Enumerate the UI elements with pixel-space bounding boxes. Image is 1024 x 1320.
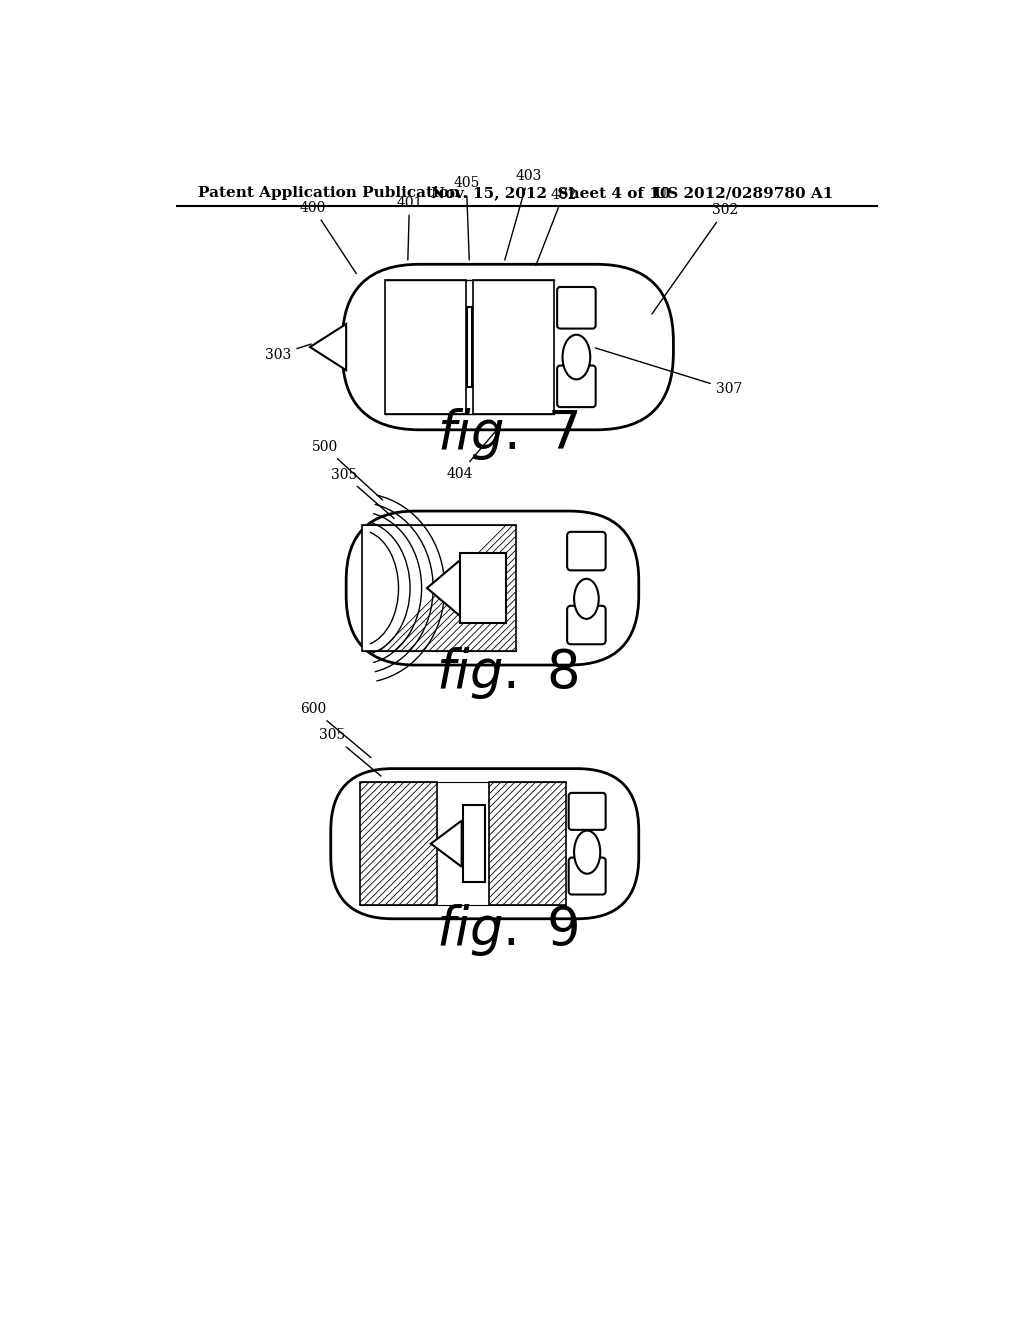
Text: 400: 400	[300, 201, 356, 273]
Text: 402: 402	[536, 187, 577, 265]
FancyBboxPatch shape	[331, 768, 639, 919]
Text: 302: 302	[652, 203, 738, 314]
FancyBboxPatch shape	[346, 511, 639, 665]
Text: Patent Application Publication: Patent Application Publication	[199, 186, 461, 201]
Text: US 2012/0289780 A1: US 2012/0289780 A1	[654, 186, 834, 201]
Text: 600: 600	[300, 702, 371, 758]
Ellipse shape	[574, 830, 600, 874]
Text: $\mathit{fig.\ 7}$: $\mathit{fig.\ 7}$	[437, 407, 579, 462]
FancyBboxPatch shape	[568, 858, 605, 895]
Text: 405: 405	[454, 177, 479, 260]
Text: 401: 401	[396, 195, 423, 260]
Text: 303: 303	[265, 345, 311, 362]
Polygon shape	[431, 821, 462, 867]
Text: Nov. 15, 2012  Sheet 4 of 10: Nov. 15, 2012 Sheet 4 of 10	[431, 186, 671, 201]
Bar	[385, 280, 466, 414]
Bar	[463, 805, 484, 882]
Text: 403: 403	[505, 169, 542, 260]
Bar	[488, 783, 565, 906]
Text: $\mathit{fig.\ 8}$: $\mathit{fig.\ 8}$	[436, 644, 580, 701]
Ellipse shape	[574, 579, 599, 619]
Bar	[360, 783, 437, 906]
FancyBboxPatch shape	[557, 366, 596, 407]
FancyBboxPatch shape	[342, 264, 674, 430]
Text: 307: 307	[595, 348, 742, 396]
Ellipse shape	[562, 335, 590, 379]
Text: 500: 500	[311, 440, 383, 500]
Bar	[473, 280, 554, 414]
Text: $\mathit{fig.\ 9}$: $\mathit{fig.\ 9}$	[436, 902, 580, 958]
Text: 404: 404	[446, 428, 499, 480]
Polygon shape	[427, 558, 462, 618]
FancyBboxPatch shape	[567, 606, 605, 644]
Bar	[361, 525, 515, 651]
FancyBboxPatch shape	[567, 532, 605, 570]
FancyBboxPatch shape	[557, 286, 596, 329]
Bar	[467, 308, 472, 387]
Text: 305: 305	[331, 467, 394, 519]
Polygon shape	[310, 323, 346, 370]
FancyBboxPatch shape	[568, 793, 605, 830]
Text: 305: 305	[319, 729, 381, 776]
Bar	[460, 553, 506, 623]
